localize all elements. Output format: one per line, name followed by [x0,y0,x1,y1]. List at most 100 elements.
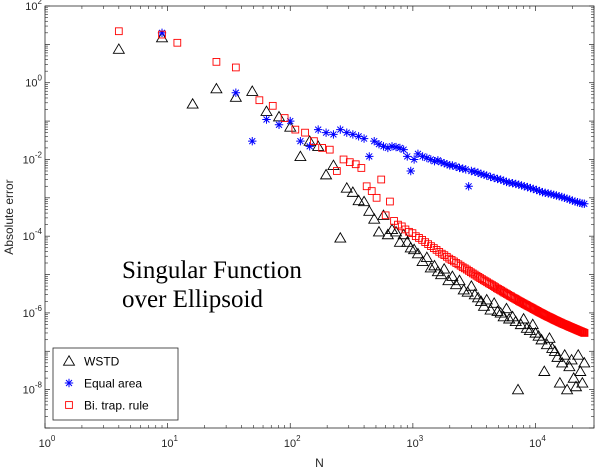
data-point [433,156,443,165]
annotation-line-1: Singular Function [122,257,302,284]
data-point [280,114,289,122]
data-point [517,181,526,190]
data-point [346,186,360,197]
data-point [363,205,376,216]
data-point [571,348,585,360]
y-tick-label: 10-8 [23,381,43,397]
data-point [420,251,434,263]
data-point [541,188,550,198]
data-point [329,130,338,139]
data-point [526,183,535,193]
data-point [464,182,473,191]
data-point [555,356,569,368]
data-point [514,180,523,189]
data-point [543,332,556,343]
data-point [377,209,390,220]
data-point [268,101,277,110]
data-point [318,144,326,152]
data-point [580,199,589,208]
data-point [558,348,571,360]
data-point [362,182,371,191]
data-point [502,312,516,324]
data-point [422,153,432,163]
plot-frame [44,5,595,429]
data-point [383,143,393,153]
data-point [354,132,363,141]
data-point [379,142,388,151]
data-point [210,82,223,94]
data-point [173,38,182,47]
data-point [397,228,410,240]
data-point [554,192,564,201]
data-point [570,197,580,206]
data-point [504,178,514,187]
data-point [546,189,556,199]
data-point [449,278,463,290]
data-point [424,240,432,248]
data-point [399,145,408,154]
data-point [413,149,423,159]
data-point [158,30,166,39]
data-point [465,280,478,291]
data-point [437,262,451,274]
data-point [565,195,574,204]
data-point [544,189,553,198]
data-point [372,193,381,202]
data-point [255,96,264,105]
data-point [112,43,126,54]
data-point [430,157,439,166]
y-tick-label: 10-6 [23,304,43,320]
series-equal-area [157,28,589,208]
data-point [404,241,417,253]
data-point [439,158,449,168]
data-point [540,338,554,350]
data-point [311,140,325,151]
data-point [476,169,486,179]
data-point [453,274,466,286]
data-point [508,179,517,188]
data-point [365,152,374,161]
data-point [461,165,470,174]
data-point [334,231,347,243]
data-point [500,302,513,314]
data-point [562,194,572,203]
data-point [493,174,502,184]
data-point [580,329,589,337]
data-point [487,297,501,308]
data-point [496,175,505,184]
data-point [262,115,271,124]
y-tick-label: 100 [25,74,42,90]
data-point [409,155,419,164]
data-point [529,326,542,338]
data-point [526,318,540,330]
data-point [523,182,532,192]
data-point [574,365,587,376]
data-point [424,261,438,273]
data-point [372,225,386,237]
data-point [155,31,169,43]
data-point [381,211,390,220]
legend-marker-equal-area [64,378,74,388]
data-point [286,116,295,126]
data-point [336,125,345,134]
data-point [389,225,403,237]
data-point [348,130,358,139]
data-point [274,120,284,130]
annotation-line-2: over Ellipsoid [122,286,263,313]
data-point [231,63,240,72]
data-point [455,163,464,173]
legend-box [52,347,179,421]
data-point [451,162,461,171]
data-point [114,27,123,36]
data-point [395,143,405,153]
data-point [576,376,589,388]
data-point [511,383,525,395]
series-wstd [112,31,591,395]
data-point [231,88,241,97]
data-point [489,173,499,183]
x-tick-label: 100 [39,434,56,450]
data-point [442,160,452,169]
data-point [548,345,562,356]
data-point [325,145,334,154]
